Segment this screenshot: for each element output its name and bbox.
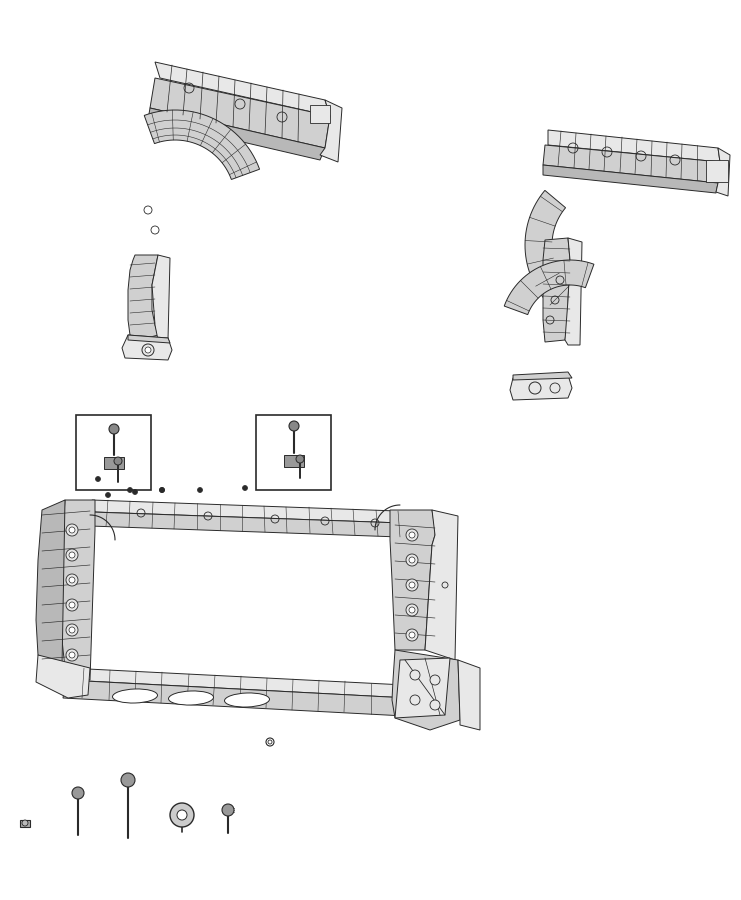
Circle shape: [66, 524, 78, 536]
Bar: [706, 160, 728, 182]
Circle shape: [406, 554, 418, 566]
Polygon shape: [395, 658, 450, 718]
Polygon shape: [543, 238, 570, 342]
Circle shape: [69, 652, 75, 658]
Bar: [104, 457, 124, 469]
Polygon shape: [548, 130, 720, 162]
Circle shape: [406, 604, 418, 616]
Circle shape: [406, 579, 418, 591]
Circle shape: [198, 488, 202, 492]
Bar: [310, 105, 330, 123]
Circle shape: [69, 627, 75, 633]
Circle shape: [69, 552, 75, 558]
Polygon shape: [152, 255, 170, 340]
Polygon shape: [543, 145, 720, 183]
Polygon shape: [60, 500, 95, 680]
Circle shape: [69, 602, 75, 608]
Circle shape: [66, 599, 78, 611]
Bar: [20, 820, 30, 827]
Polygon shape: [525, 191, 573, 310]
Polygon shape: [36, 655, 90, 698]
Circle shape: [145, 347, 151, 353]
Circle shape: [66, 549, 78, 561]
Circle shape: [409, 607, 415, 613]
Circle shape: [159, 488, 165, 492]
Polygon shape: [425, 510, 458, 660]
Polygon shape: [504, 260, 594, 315]
Polygon shape: [92, 500, 430, 524]
Polygon shape: [390, 510, 435, 650]
Circle shape: [268, 740, 272, 744]
Polygon shape: [513, 372, 572, 380]
Circle shape: [409, 582, 415, 588]
Circle shape: [430, 675, 440, 685]
Bar: [256, 415, 331, 490]
Circle shape: [289, 421, 299, 431]
Circle shape: [114, 457, 122, 465]
Circle shape: [406, 529, 418, 541]
Circle shape: [109, 424, 119, 434]
Circle shape: [22, 820, 28, 826]
Bar: [76, 415, 151, 490]
Circle shape: [170, 803, 194, 827]
Circle shape: [69, 527, 75, 533]
Bar: [284, 455, 304, 467]
Circle shape: [177, 810, 187, 820]
Circle shape: [410, 695, 420, 705]
Circle shape: [159, 488, 165, 492]
Polygon shape: [510, 375, 572, 400]
Circle shape: [409, 632, 415, 638]
Polygon shape: [122, 335, 172, 360]
Circle shape: [72, 787, 84, 799]
Circle shape: [66, 624, 78, 636]
Circle shape: [242, 485, 247, 490]
Polygon shape: [458, 660, 480, 730]
Polygon shape: [63, 680, 408, 716]
Circle shape: [66, 574, 78, 586]
Polygon shape: [150, 78, 330, 148]
Circle shape: [409, 532, 415, 538]
Polygon shape: [144, 110, 259, 179]
Polygon shape: [565, 238, 582, 345]
Circle shape: [133, 490, 138, 494]
Circle shape: [96, 476, 101, 482]
Circle shape: [409, 557, 415, 563]
Circle shape: [222, 804, 234, 816]
Polygon shape: [148, 108, 325, 160]
Circle shape: [66, 649, 78, 661]
Polygon shape: [90, 512, 430, 538]
Circle shape: [105, 492, 110, 498]
Polygon shape: [320, 100, 342, 162]
Polygon shape: [128, 255, 158, 340]
Polygon shape: [392, 650, 460, 730]
Circle shape: [121, 773, 135, 787]
Polygon shape: [68, 668, 408, 698]
Ellipse shape: [113, 689, 158, 703]
Polygon shape: [716, 148, 730, 196]
Circle shape: [69, 577, 75, 583]
Circle shape: [430, 700, 440, 710]
Circle shape: [406, 629, 418, 641]
Ellipse shape: [168, 691, 213, 705]
Polygon shape: [36, 500, 65, 668]
Circle shape: [410, 670, 420, 680]
Polygon shape: [543, 165, 718, 193]
Circle shape: [127, 488, 133, 492]
Ellipse shape: [225, 693, 270, 707]
Polygon shape: [128, 335, 170, 343]
Circle shape: [296, 455, 304, 463]
Polygon shape: [155, 62, 330, 116]
